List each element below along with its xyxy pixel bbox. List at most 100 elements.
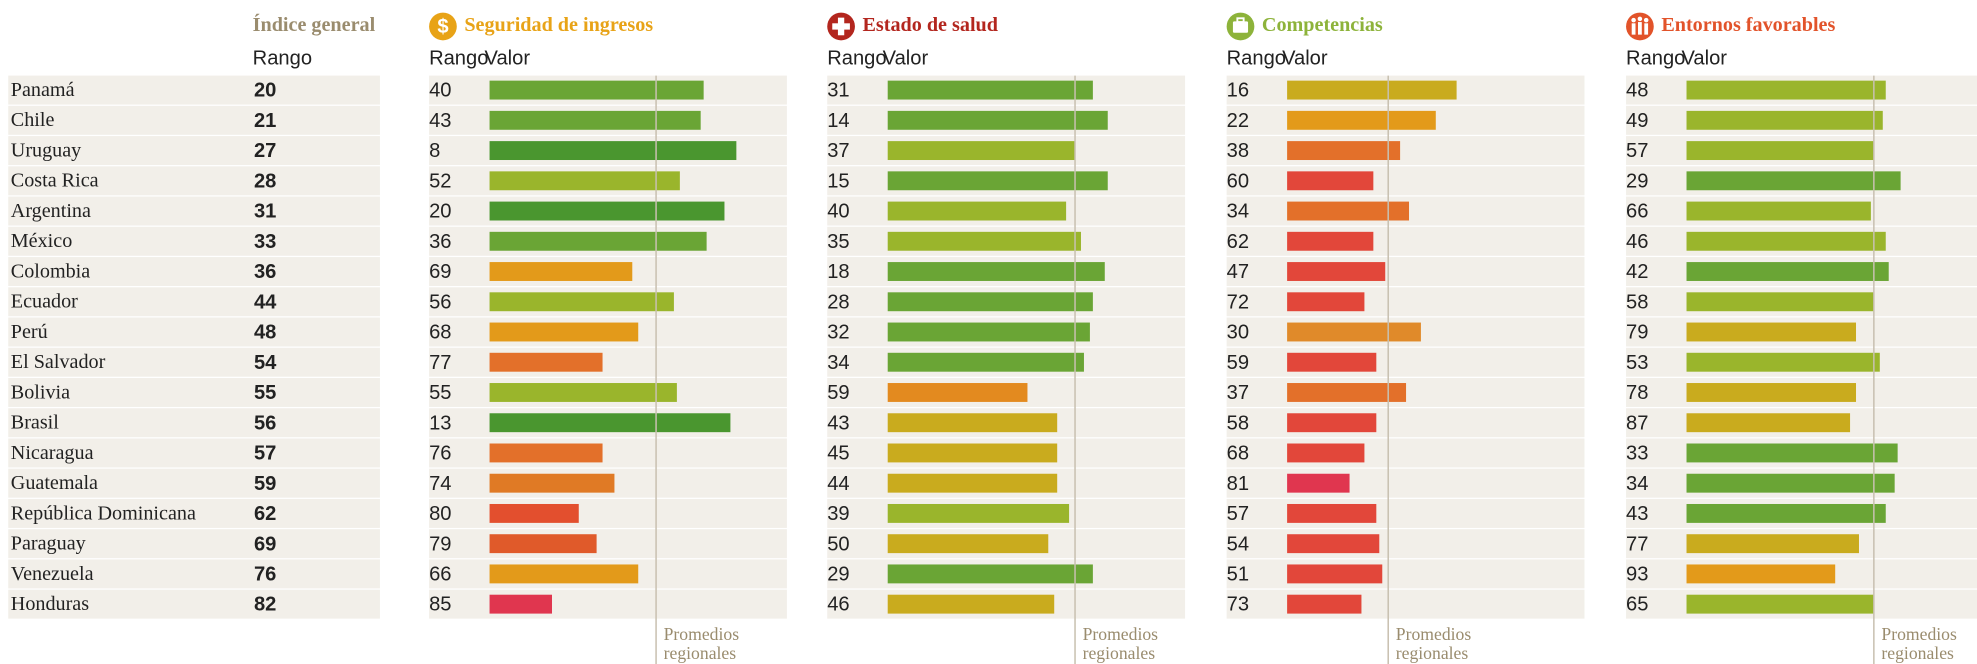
country-label: Paraguay [11,533,86,555]
bar [1287,171,1374,191]
section-title: Estado de salud [863,14,998,36]
bar [887,594,1055,614]
row-band [8,559,380,589]
bar [887,564,1093,584]
bar [489,564,639,584]
bar [1686,201,1871,221]
row-band [1226,498,1585,528]
country-label: Uruguay [11,139,81,161]
index-rank: 33 [254,231,276,253]
country-label: Colombia [11,260,91,282]
rank: 74 [429,473,451,495]
rank: 28 [827,291,849,313]
bar [1686,231,1886,251]
rank: 38 [1227,140,1249,162]
row-band [1226,136,1585,166]
rank: 33 [1626,443,1648,465]
average-label-box: Promedios regionales [663,626,740,664]
rank: 66 [429,564,451,586]
row-band [1226,589,1585,619]
rank-header: Rango [827,48,886,70]
index-rank: 21 [254,110,276,132]
average-label: Promedios regionales [1395,626,1472,664]
bar [887,262,1105,281]
country-label: Argentina [11,200,91,222]
row-band [8,529,380,559]
country-label: Ecuador [11,291,78,313]
row-band [429,438,787,468]
section-title: Entornos favorables [1661,14,1835,36]
rank: 18 [827,261,849,283]
index-rank: 62 [254,503,276,525]
bar [887,80,1093,100]
bar [1686,292,1874,312]
bar [489,383,677,402]
rank: 50 [827,533,849,555]
bar [1287,564,1383,584]
bar [1287,80,1457,100]
rank: 36 [429,231,451,253]
svg-text:$: $ [437,16,448,38]
row-band [8,347,380,377]
rank: 69 [429,261,451,283]
rank: 8 [429,140,440,162]
rank-header: Rango [1227,48,1286,70]
index-rank-header: Rango [253,48,312,70]
rank: 60 [1227,170,1249,192]
bar [887,201,1067,221]
index-rank: 55 [254,382,276,404]
rank: 46 [827,594,849,616]
rank: 52 [429,170,451,192]
row-band [1226,438,1585,468]
bar [489,594,552,614]
rank: 32 [827,322,849,344]
bar [887,141,1076,161]
index-rank: 76 [254,564,276,586]
row-band [1226,529,1585,559]
rank: 93 [1626,564,1648,586]
bar [489,201,725,221]
rank: 58 [1227,412,1249,434]
row-band [8,226,380,256]
rank: 43 [1626,503,1648,525]
rank: 66 [1626,201,1648,223]
bar [887,534,1049,554]
rank: 34 [1626,473,1648,495]
bar [1686,322,1857,342]
value-header: Valor [485,48,531,70]
average-label: Promedios regionales [1881,626,1957,664]
bar [1287,262,1386,281]
bar [489,443,603,463]
country-label: Nicaragua [11,442,94,464]
index-rank: 59 [254,473,276,495]
index-rank: 69 [254,533,276,555]
rank: 81 [1227,473,1249,495]
row-band [8,287,380,317]
bar [1287,322,1421,342]
rank: 85 [429,594,451,616]
rank: 34 [1227,201,1249,223]
rank: 37 [1227,382,1249,404]
rank: 37 [827,140,849,162]
bar [1287,201,1410,221]
row-band [8,136,380,166]
rank: 59 [827,382,849,404]
bar [1287,352,1377,372]
icon: $ [429,12,457,41]
bar [489,292,674,312]
bar [887,383,1028,402]
rank: 30 [1227,322,1249,344]
rank: 65 [1626,594,1648,616]
rank: 51 [1227,564,1249,586]
row-band [8,75,380,105]
bar [1287,443,1365,463]
bar [489,141,737,161]
bar [1686,110,1883,130]
bar [1686,383,1857,402]
bar [1287,413,1377,433]
average-label: Promedios regionales [663,626,740,664]
bar [1686,503,1886,523]
row-band [1226,408,1585,438]
average-label-box: Promedios regionales [1395,626,1472,664]
